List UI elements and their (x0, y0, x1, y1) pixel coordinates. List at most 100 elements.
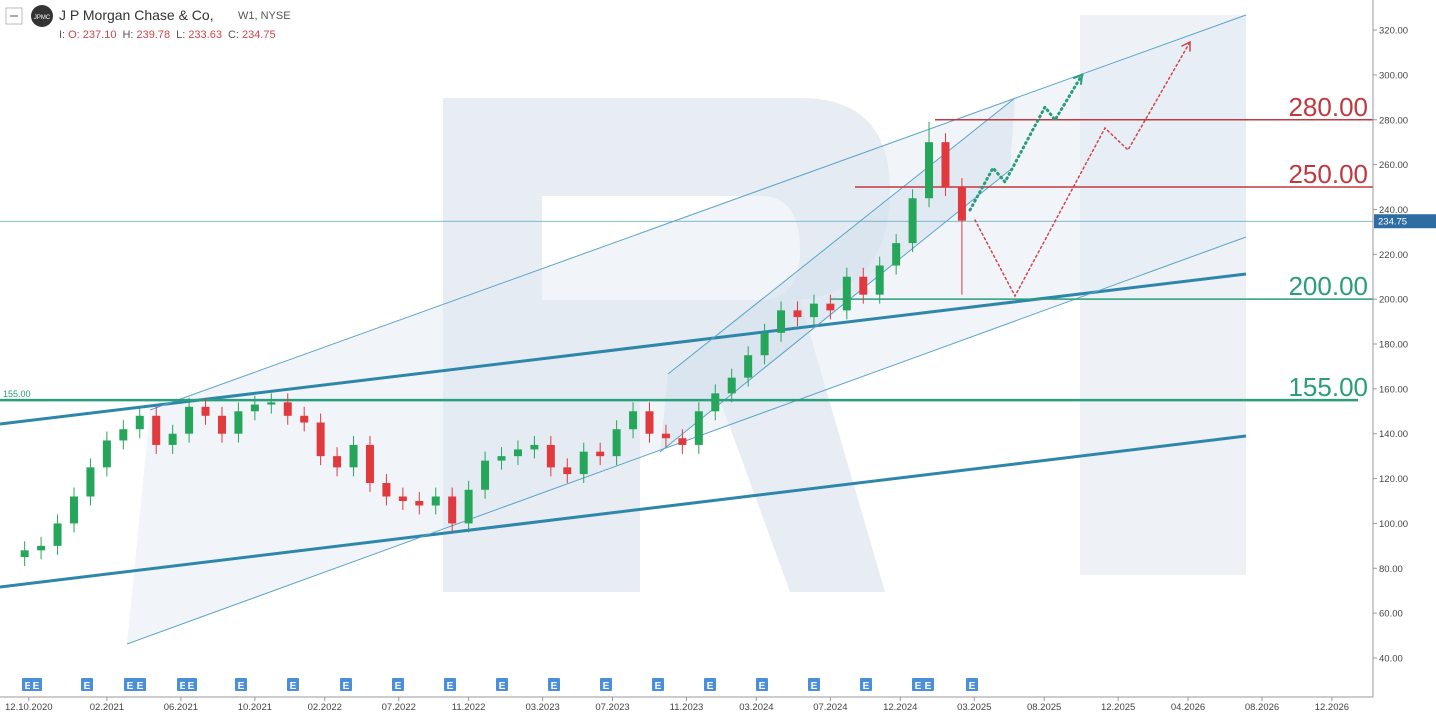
candle-body (596, 451, 605, 457)
candle-body (217, 415, 226, 434)
candle-body (431, 496, 440, 506)
event-marker-box (548, 678, 560, 691)
last-price-label: 234.75 (1378, 217, 1407, 228)
y-tick-label: 60.00 (1379, 609, 1403, 620)
candle-body (234, 411, 243, 434)
y-tick-label: 120.00 (1379, 474, 1408, 485)
candle-body (842, 276, 851, 311)
level-label: 200.00 (1288, 271, 1368, 301)
event-marker-box (134, 678, 146, 691)
candle-body (925, 142, 934, 199)
candle-body (760, 332, 769, 356)
candle-body (283, 402, 292, 416)
candle-body (777, 310, 786, 333)
level-label: 155.00 (1288, 372, 1368, 402)
axis-labels: 40.00 60.00 80.00 100.00 120.00 140.00 160.00 1… (5, 26, 1436, 713)
candle-body (530, 444, 539, 450)
candle-body (645, 411, 654, 434)
candle-body (481, 460, 490, 490)
x-tick-label: 12.10.2020 (5, 702, 53, 713)
event-marker: E (290, 681, 297, 692)
candle-body (711, 393, 720, 412)
candle-body (563, 467, 572, 475)
y-tick-label: 280.00 (1379, 115, 1408, 126)
event-marker: E (655, 681, 662, 692)
y-tick-label: 240.00 (1379, 205, 1408, 216)
candle-body (629, 411, 638, 430)
chart-subtitle: W1, NYSE (238, 10, 291, 22)
candle-body (415, 500, 424, 506)
candle-body (86, 467, 95, 497)
x-tick-label: 04.2026 (1171, 702, 1205, 713)
y-tick-label: 300.00 (1379, 70, 1408, 81)
forecast-up (968, 73, 1084, 212)
trend-line (149, 14, 1247, 411)
trend-line (126, 236, 1247, 645)
channel-fill (127, 15, 1246, 644)
x-tick-label: 11.2022 (452, 702, 486, 713)
event-marker: E (915, 681, 922, 692)
candle-body (250, 404, 259, 412)
candle-body (892, 243, 901, 266)
candle-body (859, 276, 868, 295)
candle-body (398, 496, 407, 501)
candle-body (69, 496, 78, 524)
event-marker: E (188, 681, 195, 692)
event-marker: E (925, 681, 932, 692)
candle-body (168, 433, 177, 445)
candle-body (53, 523, 62, 546)
event-marker: E (25, 681, 32, 692)
x-tick-label: 03.2025 (957, 702, 991, 713)
candle-body (20, 550, 29, 558)
level-label: 280.00 (1288, 92, 1368, 122)
candle-body (579, 451, 588, 475)
candle-body (875, 265, 884, 295)
forecast (968, 40, 1191, 298)
event-marker: E (811, 681, 818, 692)
event-marker: E (84, 681, 91, 692)
candle-body (546, 444, 555, 468)
event-marker-box (922, 678, 934, 691)
event-marker-box (600, 678, 612, 691)
candle-body (694, 411, 703, 445)
ohlc-key: C: (228, 29, 239, 41)
candle-body (37, 545, 46, 551)
x-tick-label: 12.2024 (883, 702, 917, 713)
event-marker: E (343, 681, 350, 692)
candle-body (661, 433, 670, 439)
x-tick-label: 10.2021 (238, 702, 272, 713)
candle-body (678, 438, 687, 445)
event-marker: E (603, 681, 610, 692)
ohlc-header: I: O: 237.10 H: 239.78 L: 233.63 C: 234.75 (59, 29, 276, 41)
event-marker: E (238, 681, 245, 692)
candle-body (102, 440, 111, 468)
event-marker-box (444, 678, 456, 691)
levels: 280.00 250.00 200.00 155.00 155.00 (0, 92, 1373, 402)
event-marker: E (969, 681, 976, 692)
event-marker-box (81, 678, 93, 691)
event-marker-box (235, 678, 247, 691)
candle-body (908, 198, 917, 244)
candle-body (941, 142, 950, 188)
x-tick-label: 07.2022 (382, 702, 416, 713)
event-marker: E (447, 681, 454, 692)
candle-body (135, 415, 144, 430)
level-label-small: 155.00 (3, 389, 31, 399)
company-logo (31, 5, 53, 27)
y-tick-label: 40.00 (1379, 653, 1403, 664)
x-tick-label: 08.2026 (1245, 702, 1279, 713)
event-marker-box (185, 678, 197, 691)
forecast-down (974, 41, 1191, 298)
ohlc-key: I: (59, 29, 65, 41)
candle-body (464, 489, 473, 524)
candle-body (382, 483, 391, 497)
event-marker-box (392, 678, 404, 691)
event-marker: E (499, 681, 506, 692)
event-marker-box (860, 678, 872, 691)
event-marker: E (137, 681, 144, 692)
ohlc-value: O: 237.10 (68, 29, 116, 41)
candle-body (185, 406, 194, 434)
level-label: 250.00 (1288, 159, 1368, 189)
